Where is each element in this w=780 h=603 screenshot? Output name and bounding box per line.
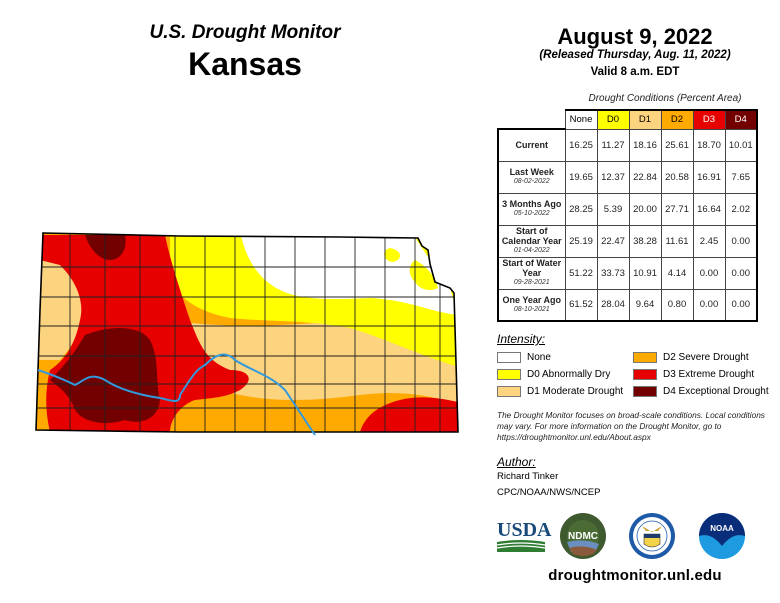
col-d3: D3 xyxy=(692,109,726,130)
swatch xyxy=(497,369,521,380)
state-outline xyxy=(35,232,459,433)
cell: 0.00 xyxy=(724,288,758,322)
cell: 0.00 xyxy=(692,256,726,290)
svg-text:NDMC: NDMC xyxy=(568,531,598,542)
noaa-logo: NOAA xyxy=(699,513,745,559)
table-row: One Year Ago 08-10-2021 61.52 28.04 9.64 … xyxy=(497,288,758,322)
swatch xyxy=(497,386,521,397)
usda-logo: USDA xyxy=(496,519,552,552)
cell: 18.70 xyxy=(692,128,726,162)
cell: 10.91 xyxy=(628,256,662,290)
cell: 4.14 xyxy=(660,256,694,290)
legend-item-d1: D1 Moderate Drought xyxy=(497,386,633,397)
disclaimer-note: The Drought Monitor focuses on broad-sca… xyxy=(497,410,765,442)
cell: 51.22 xyxy=(564,256,598,290)
cell: 22.47 xyxy=(596,224,630,258)
cell: 9.64 xyxy=(628,288,662,322)
col-d2: D2 xyxy=(660,109,694,130)
table-row: Start of Calendar Year 01-04-2022 25.19 2… xyxy=(497,224,758,258)
valid-time: Valid 8 a.m. EDT xyxy=(590,66,680,78)
cell: 12.37 xyxy=(596,160,630,194)
cell: 18.16 xyxy=(628,128,662,162)
swatch xyxy=(633,369,657,380)
drought-areas xyxy=(36,233,458,432)
cell: 11.61 xyxy=(660,224,694,258)
cell: 19.65 xyxy=(564,160,598,194)
svg-text:USDA: USDA xyxy=(497,519,552,541)
row-label: Start of Water Year 09-28-2021 xyxy=(497,256,566,290)
swatch xyxy=(633,386,657,397)
cell: 27.71 xyxy=(660,192,694,226)
cell: 22.84 xyxy=(628,160,662,194)
map-date: August 9, 2022 xyxy=(557,24,713,49)
cell: 33.73 xyxy=(596,256,630,290)
legend-title: Intensity: xyxy=(497,332,546,346)
cell: 61.52 xyxy=(564,288,598,322)
ndmc-logo: NDMC xyxy=(560,513,606,559)
cell: 38.28 xyxy=(628,224,662,258)
cell: 20.58 xyxy=(660,160,694,194)
cell: 16.91 xyxy=(692,160,726,194)
intensity-legend: Intensity: None D2 Severe Drought D0 Abn… xyxy=(497,332,777,397)
cell: 0.00 xyxy=(692,288,726,322)
author-heading: Author: xyxy=(497,455,536,469)
row-label: One Year Ago 08-10-2021 xyxy=(497,288,566,322)
cell: 28.25 xyxy=(564,192,598,226)
arkansas-river xyxy=(37,353,316,436)
legend-item-d3: D3 Extreme Drought xyxy=(633,369,773,380)
author-name: Richard Tinker xyxy=(497,471,559,482)
table-row: Current 16.25 11.27 18.16 25.61 18.70 10… xyxy=(497,128,758,162)
col-d4: D4 xyxy=(724,109,758,130)
row-label: Start of Calendar Year 01-04-2022 xyxy=(497,224,566,258)
row-label: Last Week 08-02-2022 xyxy=(497,160,566,194)
row-label: Current xyxy=(497,128,566,162)
col-d0: D0 xyxy=(596,109,630,130)
cell: 28.04 xyxy=(596,288,630,322)
author-org: CPC/NOAA/NWS/NCEP xyxy=(497,487,601,498)
table-row: Start of Water Year 09-28-2021 51.22 33.7… xyxy=(497,256,758,290)
col-none: None xyxy=(564,109,598,130)
footer-url[interactable]: droughtmonitor.unl.edu xyxy=(548,567,722,584)
cell: 0.00 xyxy=(724,224,758,258)
svg-text:NOAA: NOAA xyxy=(710,524,734,533)
cell: 11.27 xyxy=(596,128,630,162)
release-date: (Released Thursday, Aug. 11, 2022) xyxy=(539,49,731,61)
map-subtitle: U.S. Drought Monitor xyxy=(149,22,341,43)
table-row: Last Week 08-02-2022 19.65 12.37 22.84 20… xyxy=(497,160,758,194)
col-d1: D1 xyxy=(628,109,662,130)
swatch xyxy=(497,352,521,363)
cell: 0.00 xyxy=(724,256,758,290)
cell: 25.19 xyxy=(564,224,598,258)
drought-conditions-table: None D0 D1 D2 D3 D4 Current 16.25 11.27 … xyxy=(497,109,758,322)
cell: 7.65 xyxy=(724,160,758,194)
county-boundaries xyxy=(36,233,458,432)
cell: 20.00 xyxy=(628,192,662,226)
legend-item-d2: D2 Severe Drought xyxy=(633,352,773,363)
cell: 0.80 xyxy=(660,288,694,322)
cell: 2.45 xyxy=(692,224,726,258)
kansas-drought-map xyxy=(35,232,459,436)
table-caption: Drought Conditions (Percent Area) xyxy=(588,93,742,104)
partner-logos: USDA NDMC NOAA xyxy=(496,513,745,559)
row-label: 3 Months Ago 05-10-2022 xyxy=(497,192,566,226)
doc-seal-logo xyxy=(629,513,675,559)
legend-item-d0: D0 Abnormally Dry xyxy=(497,369,633,380)
table-row: 3 Months Ago 05-10-2022 28.25 5.39 20.00 … xyxy=(497,192,758,226)
cell: 16.25 xyxy=(564,128,598,162)
cell: 16.64 xyxy=(692,192,726,226)
legend-item-none: None xyxy=(497,352,633,363)
table-header-row: None D0 D1 D2 D3 D4 xyxy=(498,109,758,130)
cell: 5.39 xyxy=(596,192,630,226)
cell: 10.01 xyxy=(724,128,758,162)
state-title: Kansas xyxy=(188,46,302,82)
legend-item-d4: D4 Exceptional Drought xyxy=(633,386,773,397)
cell: 25.61 xyxy=(660,128,694,162)
swatch xyxy=(633,352,657,363)
cell: 2.02 xyxy=(724,192,758,226)
